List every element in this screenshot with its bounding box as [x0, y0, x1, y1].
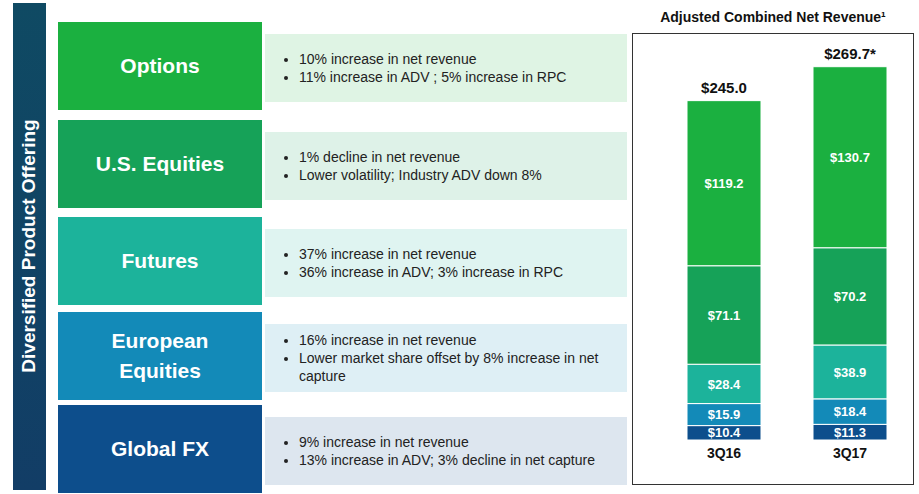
svg-text:3Q17: 3Q17	[833, 445, 867, 461]
html-text:10% increase in net revenue: 10% increase in net revenue	[299, 51, 477, 67]
svg-text:$130.7: $130.7	[830, 150, 870, 165]
svg-text:$70.2: $70.2	[834, 289, 867, 304]
html-text:11% increase in ADV ; 5% incre: 11% increase in ADV ; 5% increase in RPC	[299, 69, 567, 85]
html-text:Adjusted Combined Net Revenue¹: Adjusted Combined Net Revenue¹	[660, 9, 886, 25]
svg-text:$28.4: $28.4	[708, 377, 741, 392]
html-text:36% increase in ADV; 3% increa: 36% increase in ADV; 3% increase in RPC	[299, 264, 564, 280]
svg-text:$119.2: $119.2	[704, 176, 743, 191]
html-text:U.S. Equities: U.S. Equities	[95, 152, 225, 175]
svg-text:$15.9: $15.9	[708, 407, 741, 422]
html-text:European Equities: European Equities	[111, 329, 209, 382]
svg-text:$71.1: $71.1	[708, 308, 741, 323]
html-text:Lower market share offset by 8: Lower market share offset by 8% increase…	[299, 350, 599, 384]
html-text:37% increase in net revenue: 37% increase in net revenue	[299, 246, 477, 262]
html-text:9% increase in net revenue: 9% increase in net revenue	[299, 434, 469, 450]
html-text:16% increase in net revenue: 16% increase in net revenue	[299, 332, 477, 348]
svg-text:$38.9: $38.9	[834, 365, 867, 380]
svg-text:$11.3: $11.3	[834, 425, 866, 440]
html-text:Diversified Product Offering: Diversified Product Offering	[18, 119, 39, 373]
svg-text:$18.4: $18.4	[834, 404, 867, 419]
html-text:13% increase in ADV; 3% declin: 13% increase in ADV; 3% decline in net c…	[299, 452, 595, 468]
html-text:Futures: Futures	[121, 249, 199, 272]
svg-text:$245.0: $245.0	[701, 79, 747, 96]
svg-text:$269.7*: $269.7*	[824, 45, 876, 62]
html-text:1% decline in net revenue: 1% decline in net revenue	[299, 149, 461, 165]
html-text:Lower volatility; Industry ADV: Lower volatility; Industry ADV down 8%	[299, 167, 542, 183]
svg-text:$10.4: $10.4	[708, 425, 741, 440]
html-text:Global FX: Global FX	[111, 437, 209, 460]
svg-text:3Q16: 3Q16	[707, 445, 741, 461]
html-text:Options: Options	[120, 54, 200, 77]
